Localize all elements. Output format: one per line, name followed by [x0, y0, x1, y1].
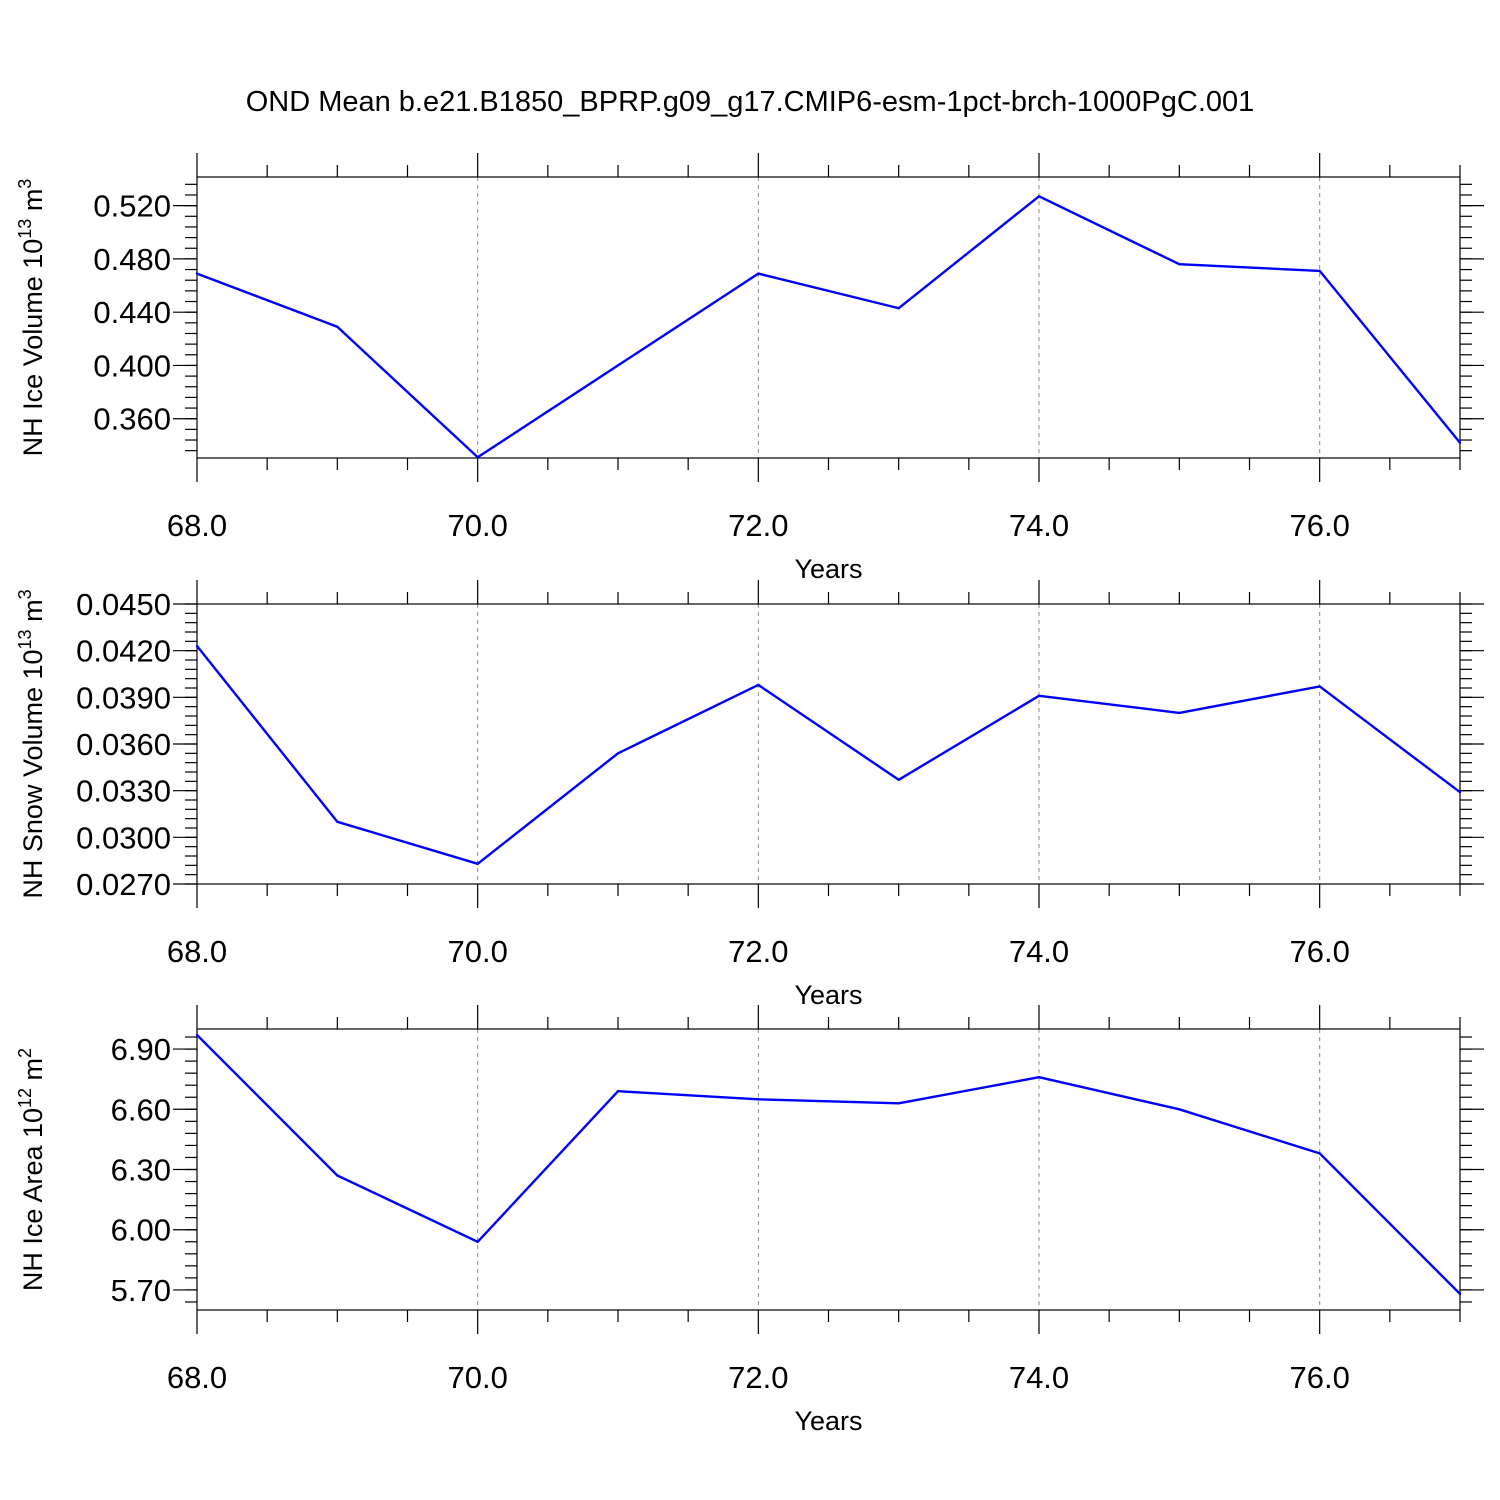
y-tick-label: 0.0360	[76, 727, 171, 762]
panel-ice-area: 5.70 6.00 6.30 6.60 6.90 68.0 70.0 72.0 74.0 76.0…	[15, 1005, 1484, 1436]
x-tick-label: 68.0	[167, 934, 227, 969]
plot-frame	[196, 1028, 1461, 1311]
y-tick-label: 6.60	[111, 1092, 171, 1127]
data-point	[1318, 1152, 1321, 1155]
data-point	[476, 1240, 479, 1243]
x-tick-label: 76.0	[1289, 934, 1349, 969]
data-point	[476, 862, 479, 865]
data-point	[336, 325, 339, 329]
data-point	[897, 778, 900, 781]
y-tick-label: 0.520	[93, 189, 171, 224]
data-point	[616, 752, 620, 755]
y-axis-label: NH Ice Volume 1013 m3	[15, 179, 48, 457]
data-point	[1037, 694, 1041, 697]
data-point	[757, 272, 760, 275]
x-tick-label: 76.0	[1289, 1360, 1349, 1395]
y-tick-label: 0.0300	[76, 820, 171, 855]
y-tick-label: 0.0390	[76, 680, 171, 715]
chart-title: OND Mean b.e21.B1850_BPRP.g09_g17.CMIP6-…	[245, 86, 1255, 118]
data-point	[616, 1090, 620, 1093]
x-axis-label: Years	[794, 980, 862, 1010]
y-tick-label: 5.70	[111, 1273, 171, 1308]
x-tick-label: 74.0	[1009, 1360, 1069, 1395]
data-point	[616, 364, 620, 367]
x-tick-label: 70.0	[447, 1360, 507, 1395]
y-tick-label: 6.00	[111, 1213, 171, 1248]
y-tick-label: 0.480	[93, 242, 171, 277]
series-line	[196, 645, 1461, 865]
x-tick-label: 72.0	[728, 508, 788, 543]
y-axis-label: NH Ice Area 1012 m2	[15, 1048, 48, 1291]
y-axis-label: NH Snow Volume 1013 m3	[15, 589, 48, 898]
x-tick-label: 72.0	[728, 934, 788, 969]
data-point	[1458, 1292, 1462, 1296]
panel-ice-volume: 0.360 0.400 0.440 0.480 0.520 68.0 70.0 72.0 74.…	[15, 153, 1484, 584]
data-point	[195, 1033, 199, 1037]
data-point	[476, 456, 479, 459]
series-line	[196, 195, 1461, 459]
data-point	[757, 1098, 760, 1101]
y-tick-label: 0.440	[93, 295, 171, 330]
x-tick-label: 74.0	[1009, 508, 1069, 543]
x-tick-label: 68.0	[167, 1360, 227, 1395]
data-point	[1178, 263, 1181, 266]
x-tick-label: 68.0	[167, 508, 227, 543]
data-point	[195, 272, 199, 275]
tick-group	[173, 153, 1484, 482]
y-tick-label: 0.360	[93, 402, 171, 437]
y-tick-label: 0.0330	[76, 774, 171, 809]
data-point	[1458, 441, 1462, 444]
data-point	[1318, 269, 1321, 273]
x-tick-label: 70.0	[447, 934, 507, 969]
y-tick-label: 6.30	[111, 1153, 171, 1188]
y-tick-label: 0.0270	[76, 867, 171, 902]
tick-group	[173, 580, 1484, 908]
x-axis-label: Years	[794, 1406, 862, 1436]
plot-frame	[196, 176, 1461, 459]
data-point	[195, 644, 199, 648]
panel-snow-volume: 0.0270 0.0300 0.0330 0.0360 0.0390 0.0420 0.04…	[15, 580, 1484, 1010]
data-point	[1458, 791, 1462, 794]
y-tick-label: 0.0450	[76, 587, 171, 622]
data-point	[1178, 1108, 1181, 1111]
y-tick-label: 0.0420	[76, 634, 171, 669]
x-tick-label: 70.0	[447, 508, 507, 543]
y-tick-label: 0.400	[93, 348, 171, 383]
tick-group	[173, 1005, 1484, 1334]
data-point	[336, 1174, 339, 1177]
y-tick-label: 6.90	[111, 1032, 171, 1067]
series-line	[196, 1034, 1461, 1295]
x-tick-label: 72.0	[728, 1360, 788, 1395]
data-point	[1178, 711, 1181, 715]
data-point	[336, 820, 339, 823]
x-axis-label: Years	[794, 554, 862, 584]
data-point	[897, 306, 900, 310]
x-tick-label: 76.0	[1289, 508, 1349, 543]
plot-frame	[196, 603, 1461, 885]
x-tick-label: 74.0	[1009, 934, 1069, 969]
data-point	[897, 1102, 900, 1105]
data-point	[1318, 685, 1321, 688]
data-point	[757, 683, 760, 687]
data-point	[1037, 1075, 1041, 1079]
data-point	[1037, 195, 1041, 198]
